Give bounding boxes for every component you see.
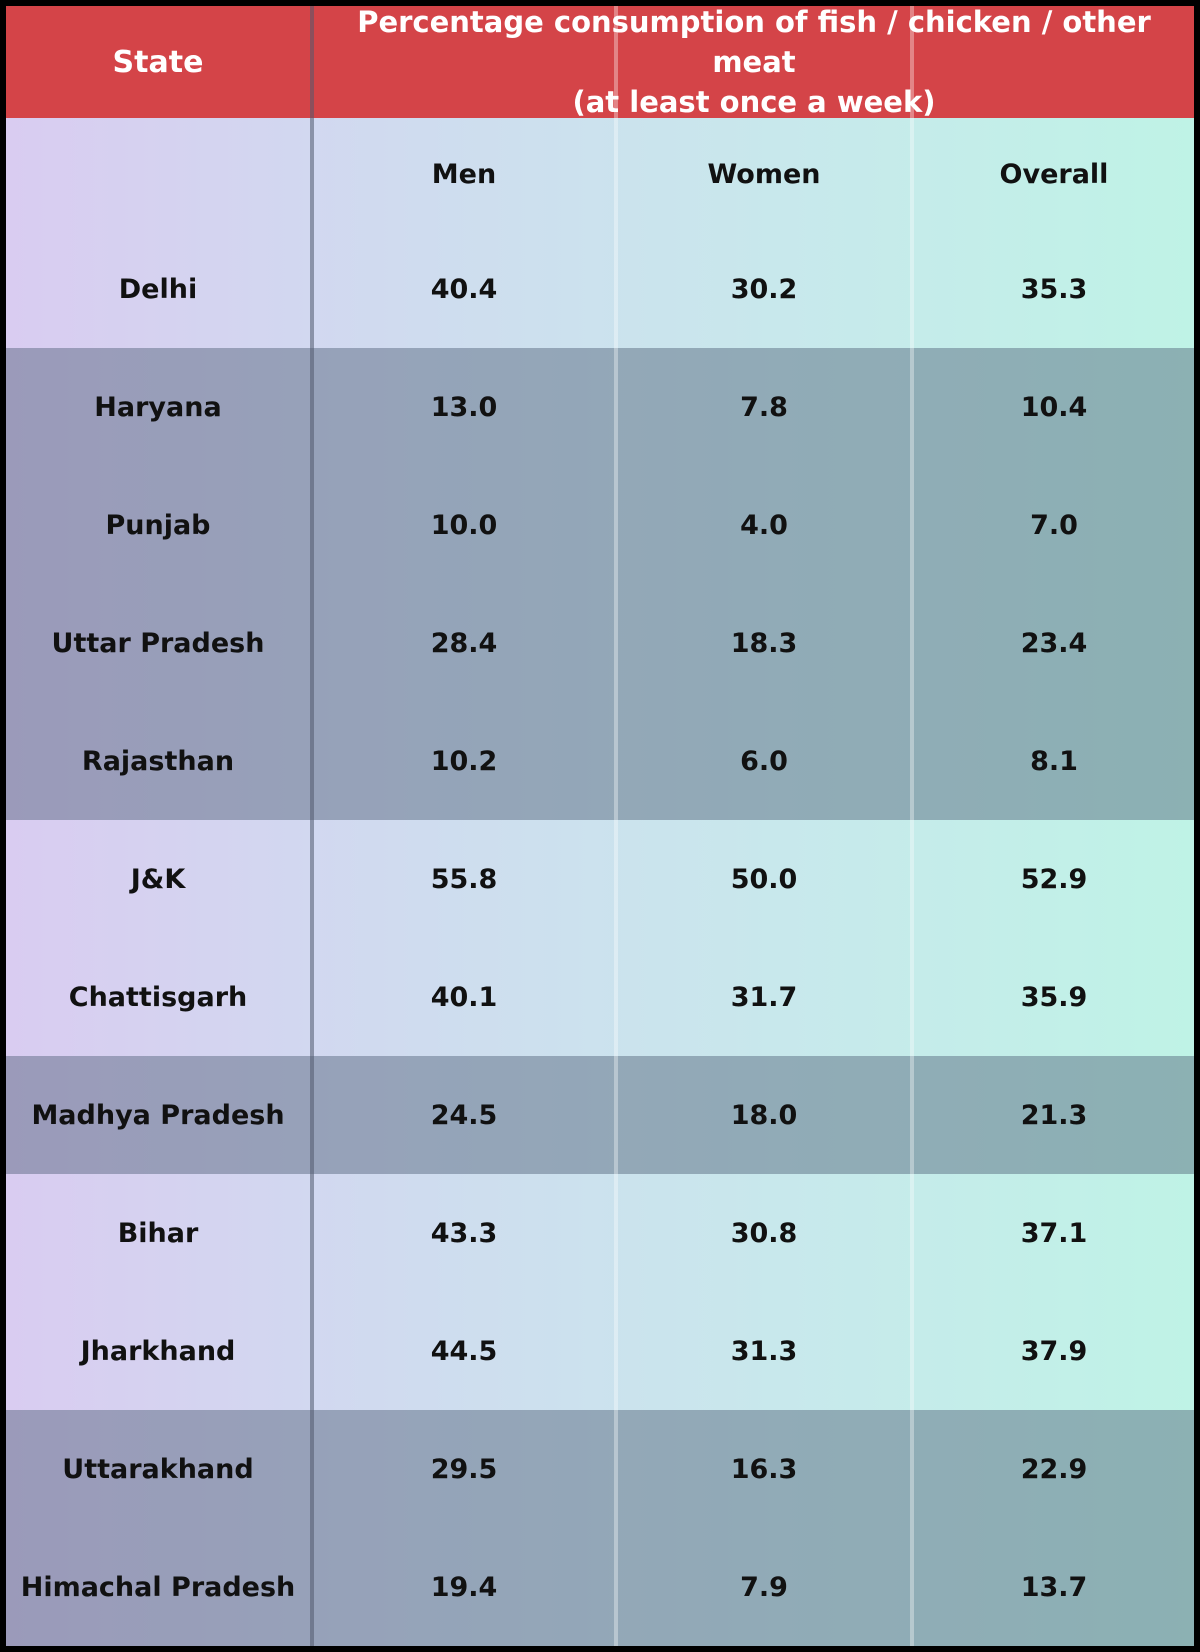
state-cell: Bihar [117,1217,199,1249]
overall-value-cell: 37.9 [1020,1335,1088,1367]
men-value-cell: 44.5 [430,1335,498,1367]
table-row: Jharkhand 44.5 31.3 37.9 [6,1292,1194,1410]
men-value-cell: 55.8 [430,863,498,895]
overall-value-cell: 7.0 [1030,509,1078,541]
overall-value-cell: 35.9 [1020,981,1088,1013]
men-value-cell: 10.2 [430,745,498,777]
overall-value-cell: 10.4 [1020,391,1088,423]
overall-value-cell: 22.9 [1020,1453,1088,1485]
men-value-cell: 29.5 [430,1453,498,1485]
overall-value-cell: 23.4 [1020,627,1088,659]
men-value-cell: 40.1 [430,981,498,1013]
men-value-cell: 19.4 [430,1571,498,1603]
table-row: Delhi 40.4 30.2 35.3 [6,230,1194,348]
men-value-cell: 24.5 [430,1099,498,1131]
table-row: J&K 55.8 50.0 52.9 [6,820,1194,938]
men-column-header: Men [431,158,497,190]
table-row: Uttar Pradesh 28.4 18.3 23.4 [6,584,1194,702]
column-divider [310,6,314,1646]
column-divider [910,6,914,1646]
table-row: Uttarakhand 29.5 16.3 22.9 [6,1410,1194,1528]
state-cell: Chattisgarh [68,981,248,1013]
men-value-cell: 13.0 [430,391,498,423]
state-cell: Haryana [94,391,222,423]
state-cell: Himachal Pradesh [20,1571,296,1603]
state-cell: Punjab [105,509,211,541]
table-row: Madhya Pradesh 24.5 18.0 21.3 [6,1056,1194,1174]
women-value-cell: 31.7 [730,981,798,1013]
state-cell: Delhi [118,273,198,305]
table-title-line-1: Percentage consumption of fish / chicken… [357,6,1151,79]
empty-corner-cell [6,118,310,230]
women-column-header: Women [707,158,821,190]
column-divider [614,6,618,1646]
state-cell: J&K [130,863,186,895]
women-value-cell: 30.2 [730,273,798,305]
women-value-cell: 30.8 [730,1217,798,1249]
women-value-cell: 18.3 [730,627,798,659]
overall-value-cell: 37.1 [1020,1217,1088,1249]
women-value-cell: 4.0 [740,509,788,541]
overall-value-cell: 21.3 [1020,1099,1088,1131]
table-row: Rajasthan 10.2 6.0 8.1 [6,702,1194,820]
table-header: State Percentage consumption of fish / c… [6,6,1194,119]
state-cell: Madhya Pradesh [31,1099,285,1131]
data-table: State Percentage consumption of fish / c… [6,6,1194,1646]
table-title-line-2: (at least once a week) [572,85,936,119]
women-value-cell: 50.0 [730,863,798,895]
overall-value-cell: 13.7 [1020,1571,1088,1603]
women-value-cell: 18.0 [730,1099,798,1131]
state-cell: Jharkhand [80,1335,236,1367]
women-value-cell: 7.8 [740,391,788,423]
state-cell: Uttarakhand [62,1453,254,1485]
men-value-cell: 28.4 [430,627,498,659]
column-subheader-row: Men Women Overall [6,118,1194,230]
table-row: Punjab 10.0 4.0 7.0 [6,466,1194,584]
table-row: Chattisgarh 40.1 31.7 35.9 [6,938,1194,1056]
state-column-header: State [112,44,204,80]
women-value-cell: 31.3 [730,1335,798,1367]
overall-value-cell: 52.9 [1020,863,1088,895]
state-cell: Rajasthan [81,745,235,777]
women-value-cell: 7.9 [740,1571,788,1603]
table-title: Percentage consumption of fish / chicken… [314,6,1194,119]
men-value-cell: 43.3 [430,1217,498,1249]
men-value-cell: 40.4 [430,273,498,305]
women-value-cell: 6.0 [740,745,788,777]
women-value-cell: 16.3 [730,1453,798,1485]
overall-column-header: Overall [999,158,1109,190]
overall-value-cell: 35.3 [1020,273,1088,305]
state-cell: Uttar Pradesh [51,627,265,659]
table-row: Himachal Pradesh 19.4 7.9 13.7 [6,1528,1194,1646]
table-row: Haryana 13.0 7.8 10.4 [6,348,1194,466]
overall-value-cell: 8.1 [1030,745,1078,777]
men-value-cell: 10.0 [430,509,498,541]
table-row: Bihar 43.3 30.8 37.1 [6,1174,1194,1292]
